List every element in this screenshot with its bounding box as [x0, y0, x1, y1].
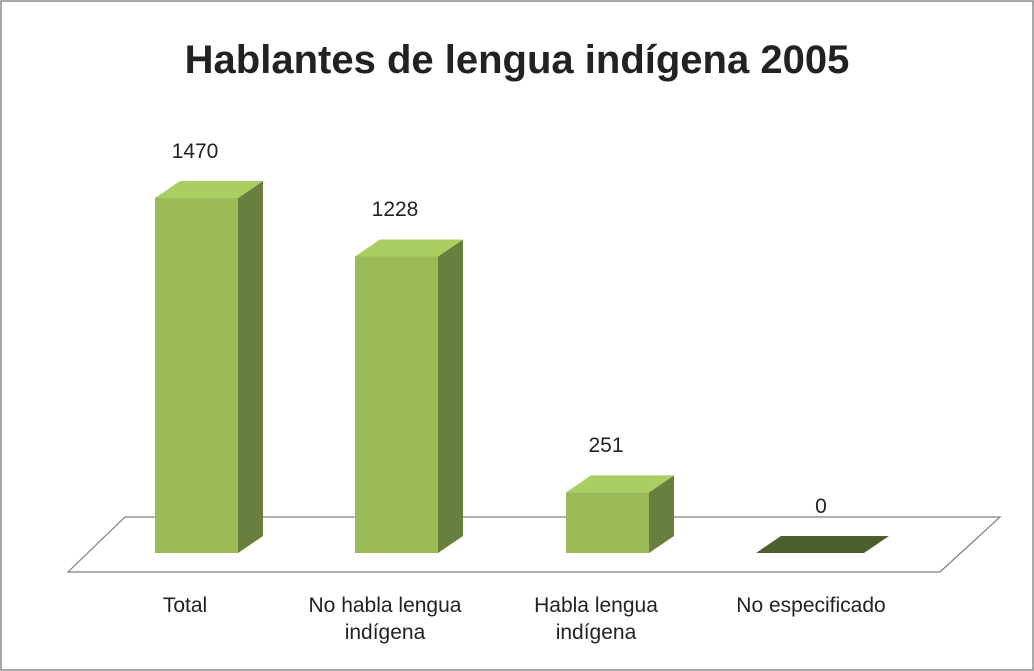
bar-side — [238, 181, 263, 553]
chart-title: Hablantes de lengua indígena 2005 — [184, 38, 850, 82]
bar-top — [566, 475, 674, 493]
x-tick-label: No habla lengua indígena — [308, 594, 462, 644]
bar-top — [355, 239, 463, 257]
x-tick-label: No especificado — [736, 594, 886, 617]
x-tick-label: Habla lengua indígena — [534, 594, 658, 644]
bar-side — [438, 239, 463, 553]
bar — [566, 492, 649, 553]
value-label: 1228 — [371, 198, 419, 222]
value-label: 1470 — [171, 140, 219, 163]
value-label: 0 — [815, 495, 827, 518]
value-label: 251 — [588, 434, 624, 458]
bar — [756, 536, 889, 553]
bar — [155, 198, 238, 553]
bar-top — [155, 181, 263, 198]
bar-side — [649, 475, 674, 553]
bar — [355, 256, 438, 553]
x-tick-label: Total — [162, 594, 208, 617]
floor — [66, 516, 1002, 573]
